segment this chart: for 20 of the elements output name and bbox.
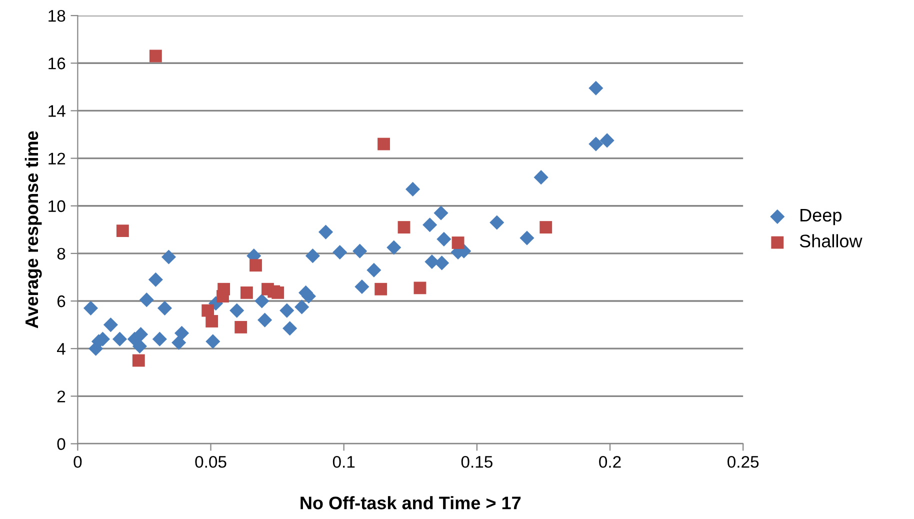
x-axis-title: No Off-task and Time > 17 (300, 496, 521, 510)
x-tick-label: 0.05 (195, 456, 226, 468)
x-tick-label: 0.15 (461, 456, 492, 468)
y-tick-label: 18 (48, 10, 66, 22)
x-tick-label: 0.1 (332, 456, 355, 468)
y-tick-label: 16 (48, 58, 66, 70)
y-tick-label: 4 (57, 343, 66, 355)
x-tick-label: 0 (74, 456, 82, 468)
x-tick-label: 0.25 (728, 456, 759, 468)
x-tick-label: 0.2 (599, 456, 621, 468)
y-axis-title: Average response time (24, 131, 42, 328)
legend-label: Deep (800, 208, 842, 226)
y-tick-label: 6 (57, 295, 66, 308)
y-tick-label: 12 (48, 152, 66, 164)
y-tick-label: 10 (48, 200, 66, 212)
y-tick-label: 2 (57, 390, 66, 402)
y-tick-label: 0 (57, 438, 66, 450)
y-tick-label: 8 (57, 248, 66, 260)
legend-label: Shallow (800, 234, 862, 248)
y-tick-label: 14 (48, 105, 66, 117)
